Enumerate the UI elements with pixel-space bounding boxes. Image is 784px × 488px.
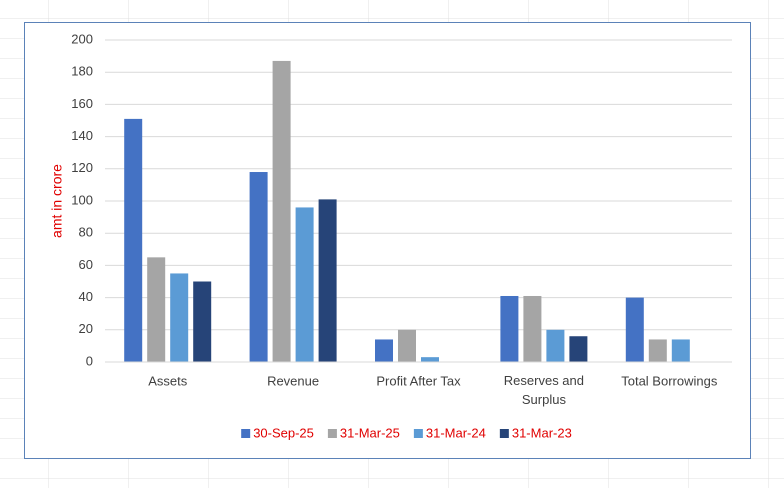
y-tick-label: 160 [71,96,93,111]
bar [170,273,189,362]
x-tick-label: Revenue [267,373,319,388]
bar [147,257,166,362]
legend: 30-Sep-25 31-Mar-25 31-Mar-24 31-Mar-23 [241,425,572,440]
bar [318,199,337,362]
legend-label: 30-Sep-25 [253,425,314,440]
bar [500,295,519,362]
x-tick-label: Profit After Tax [376,373,461,388]
legend-label: 31-Mar-23 [512,425,572,440]
bar [249,172,268,362]
bar [375,339,393,362]
y-tick-label: 0 [86,353,93,368]
x-tick-label: Reserves and Surplus [504,373,584,407]
y-tick-label: 140 [71,128,93,143]
y-tick-label: 120 [71,160,93,175]
y-tick-label: 80 [79,225,93,240]
y-tick-label: 100 [71,192,93,207]
bar [124,118,143,362]
y-tick-label: 200 [71,31,93,46]
y-axis-title: amt in crore [49,164,65,238]
bar [569,336,588,362]
legend-swatch [413,429,423,438]
legend-swatch [327,429,337,438]
x-tick-label-line: Surplus [522,392,567,407]
x-tick-label: Assets [148,373,188,388]
bar [671,339,690,362]
bar [193,281,212,362]
y-tick-label: 20 [79,321,93,336]
bar [625,297,644,362]
bar [398,329,416,362]
y-tick-label: 180 [71,64,93,79]
bar [421,357,439,362]
bar [295,207,314,362]
bar [546,329,565,362]
x-tick-label: Total Borrowings [621,373,718,388]
y-tick-label: 60 [79,257,93,272]
y-tick-label: 40 [79,289,93,304]
bar [648,339,667,362]
bar [523,295,542,362]
bar [272,60,291,363]
legend-label: 31-Mar-24 [426,425,486,440]
legend-swatch [241,429,251,438]
chart-area[interactable] [24,22,751,459]
x-tick-label-line: Reserves and [504,373,584,388]
legend-label: 31-Mar-25 [340,425,400,440]
legend-swatch [499,429,509,438]
